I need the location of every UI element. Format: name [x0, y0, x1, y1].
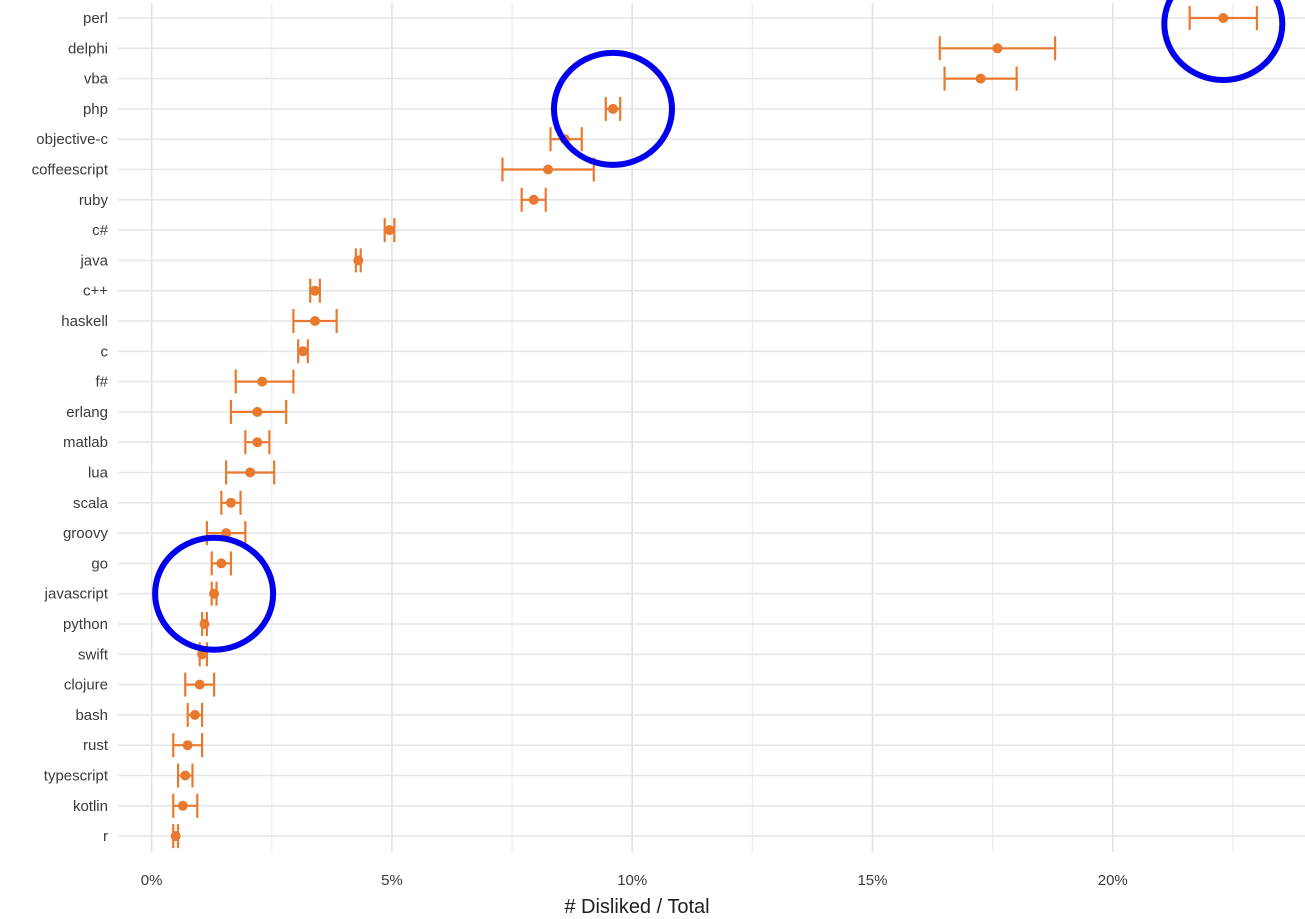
- data-point: [257, 376, 268, 387]
- data-point: [189, 709, 200, 720]
- data-point: [543, 164, 554, 175]
- highlight-circle: [550, 49, 675, 168]
- x-tick-label: 10%: [617, 872, 647, 889]
- data-point: [528, 194, 539, 205]
- category-label: bash: [75, 707, 108, 724]
- data-point: [180, 770, 191, 781]
- category-label: c#: [92, 222, 109, 239]
- data-point: [252, 437, 263, 448]
- category-label: typescript: [44, 768, 109, 785]
- highlight-circle: [1161, 0, 1286, 83]
- x-tick-label: 0%: [141, 872, 163, 889]
- category-label: rust: [83, 737, 109, 754]
- grid-layer: [118, 3, 1305, 852]
- category-label: c: [101, 343, 109, 360]
- category-label: ruby: [79, 192, 109, 209]
- data-point: [353, 255, 364, 266]
- category-label: clojure: [64, 677, 108, 694]
- category-label: python: [63, 616, 108, 633]
- category-label: lua: [88, 465, 109, 482]
- data-point: [209, 588, 220, 599]
- category-label: objective-c: [36, 131, 108, 148]
- x-tick-label: 15%: [857, 872, 887, 889]
- category-label: javascript: [44, 586, 109, 603]
- data-point: [216, 558, 227, 569]
- category-label: delphi: [68, 40, 108, 57]
- category-label: php: [83, 101, 108, 118]
- data-point: [252, 406, 263, 417]
- data-point: [170, 831, 181, 842]
- category-label: java: [79, 252, 108, 269]
- category-label: coffeescript: [32, 162, 109, 179]
- data-point: [245, 467, 256, 478]
- category-label: vba: [84, 71, 109, 88]
- category-label: kotlin: [73, 798, 108, 815]
- category-label: scala: [73, 495, 109, 512]
- category-label: c++: [83, 283, 108, 300]
- x-tick-labels: 0% 5% 10% 15% 20%: [141, 872, 1128, 889]
- data-point: [225, 497, 236, 508]
- x-tick-label: 5%: [381, 872, 403, 889]
- data-marks: [170, 6, 1259, 849]
- data-point: [194, 679, 205, 690]
- category-label: f#: [95, 374, 108, 391]
- category-label: r: [103, 828, 108, 845]
- data-point: [607, 103, 618, 114]
- category-label: go: [91, 555, 108, 572]
- data-point: [384, 225, 395, 236]
- x-tick-label: 20%: [1098, 872, 1128, 889]
- data-point: [298, 346, 309, 357]
- data-point: [310, 285, 321, 296]
- data-point: [992, 43, 1003, 54]
- x-axis-title: # Disliked / Total: [564, 896, 709, 918]
- category-label: swift: [78, 646, 109, 663]
- data-point: [177, 800, 188, 811]
- category-label: perl: [83, 10, 108, 27]
- category-labels: perl delphi vba php objective-c coffeescript r…: [32, 10, 109, 845]
- highlight-circle: [152, 534, 277, 653]
- data-point: [182, 740, 193, 751]
- data-point: [975, 73, 986, 84]
- data-point: [310, 316, 321, 326]
- highlight-circles: [152, 0, 1286, 653]
- category-label: matlab: [63, 434, 108, 451]
- category-label: haskell: [61, 313, 108, 330]
- data-point: [1218, 13, 1229, 23]
- data-point: [199, 619, 210, 629]
- category-label: groovy: [63, 525, 109, 542]
- category-label: erlang: [66, 404, 108, 421]
